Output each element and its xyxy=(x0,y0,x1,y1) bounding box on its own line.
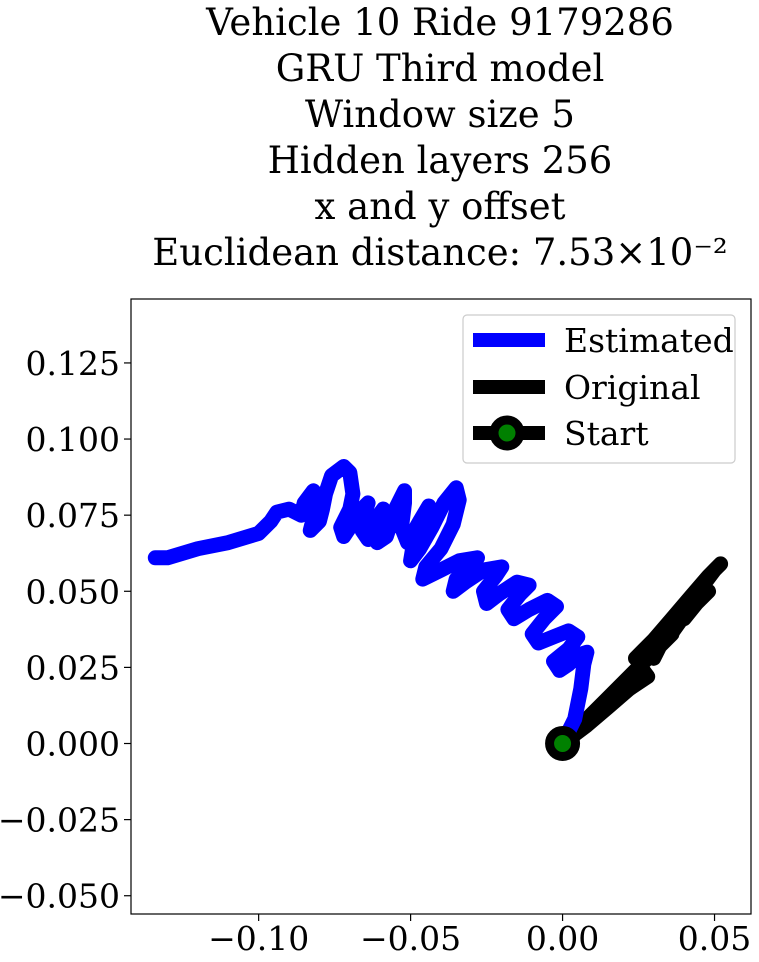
y-tick-label: −0.025 xyxy=(0,801,120,840)
legend-label-original: Original xyxy=(564,368,701,407)
y-tick-label: 0.000 xyxy=(26,725,120,764)
x-tick-label: 0.05 xyxy=(678,919,751,958)
title-line-4: Hidden layers 256 xyxy=(267,139,613,182)
legend-label-start: Start xyxy=(564,414,649,453)
x-tick-label: −0.10 xyxy=(208,919,309,958)
y-tick-label: 0.050 xyxy=(26,572,120,611)
legend: Estimated Original Start xyxy=(462,314,736,464)
series-line-estimated xyxy=(147,459,595,751)
y-tick-label: 0.075 xyxy=(26,496,120,535)
legend-label-estimated: Estimated xyxy=(564,321,734,360)
x-tick-label: 0.00 xyxy=(526,919,599,958)
title-line-5: x and y offset xyxy=(314,185,566,228)
title-line-2: GRU Third model xyxy=(275,47,605,90)
axes-frame xyxy=(130,298,752,915)
y-axis: 0.125 0.100 0.075 0.050 0.025 0.000 −0.025 −0.0… xyxy=(0,344,131,916)
title-line-1: Vehicle 10 Ride 9179286 xyxy=(206,1,674,44)
series-line-original xyxy=(555,556,729,751)
y-tick-label: 0.125 xyxy=(26,344,120,383)
y-tick-label: 0.100 xyxy=(26,420,120,459)
y-tick-label: 0.025 xyxy=(26,648,120,687)
x-axis: −0.10 −0.05 0.00 0.05 xyxy=(208,914,751,958)
title-line-3: Window size 5 xyxy=(305,93,575,136)
y-tick-label: −0.050 xyxy=(0,877,120,916)
title-line-6: Euclidean distance: 7.53×10⁻² xyxy=(152,231,728,274)
chart-title: Vehicle 10 Ride 9179286 GRU Third model … xyxy=(0,0,759,276)
x-tick-label: −0.05 xyxy=(360,919,461,958)
plot-area xyxy=(147,459,729,762)
start-marker xyxy=(545,726,581,762)
legend-start-marker xyxy=(489,415,525,451)
